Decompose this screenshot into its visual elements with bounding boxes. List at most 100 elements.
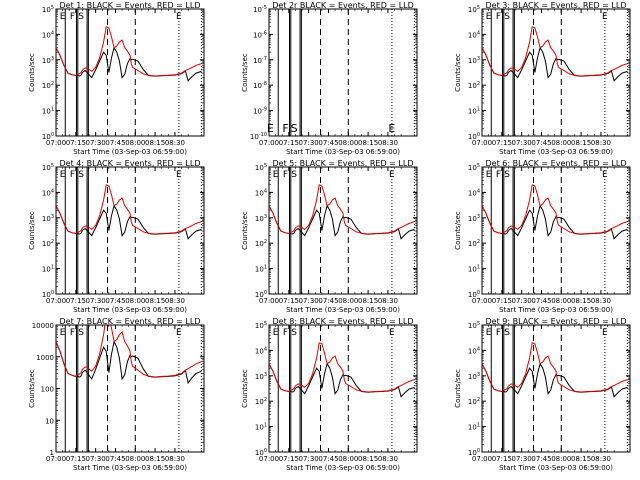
- x-tick-label: 07:15: [492, 455, 512, 463]
- y-tick-label: 105: [255, 321, 267, 330]
- region-marker: S: [504, 170, 510, 180]
- panel-det-8: Det 8: BLACK = Events, RED = LLD 100 101 10…: [241, 317, 418, 472]
- series-line-lld: [56, 325, 202, 378]
- x-tick-label: 07:30: [86, 297, 106, 305]
- region-marker: E: [388, 122, 395, 135]
- region-marker: E: [176, 12, 182, 22]
- x-tick-label: 07:00: [472, 297, 492, 305]
- x-tick-label: 07:15: [492, 297, 512, 305]
- x-tick-label: 07:45: [318, 455, 338, 463]
- y-tick-label: 104: [468, 30, 480, 39]
- plot-frame: [55, 8, 205, 137]
- series-line-lld: [56, 26, 202, 77]
- x-axis-label: Start Time (03-Sep-03 06:59:00): [73, 464, 187, 472]
- x-tick-label: 07:45: [531, 455, 551, 463]
- x-tick-label: 08:00: [125, 139, 145, 147]
- panel-det-4: Det 4: BLACK = Events, RED = LLD 100 101 10…: [28, 159, 205, 314]
- x-tick-label: 07:45: [105, 455, 125, 463]
- y-tick-label: 10-10: [250, 132, 267, 141]
- x-tick-label: 07:00: [472, 139, 492, 147]
- y-tick-label: 102: [468, 397, 480, 406]
- y-tick-label: 101: [255, 423, 267, 432]
- x-tick-label: 07:30: [299, 297, 319, 305]
- x-tick-label: 07:30: [86, 455, 106, 463]
- y-axis-label: Counts/sec: [241, 211, 249, 250]
- region-marker: E: [176, 170, 182, 180]
- region-marker: E: [267, 122, 274, 135]
- x-tick-label: 07:45: [318, 297, 338, 305]
- region-marker: F: [282, 122, 288, 135]
- region-marker: S: [504, 328, 510, 338]
- y-tick-label: 100: [42, 290, 54, 299]
- x-tick-label: 07:15: [66, 455, 86, 463]
- x-tick-label: 08:00: [338, 297, 358, 305]
- panel-title: Det 7: BLACK = Events, RED = LLD: [60, 317, 201, 326]
- y-axis-label: Counts/sec: [454, 211, 462, 250]
- x-axis-label: Start Time (03-Sep-03 06:59:00): [73, 306, 187, 314]
- x-tick-label: 08:30: [378, 139, 398, 147]
- y-tick-label: 105: [255, 163, 267, 172]
- x-axis-label: Start Time (03-Sep-03 06:59:00): [499, 464, 613, 472]
- x-tick-label: 07:45: [105, 139, 125, 147]
- x-tick-label: 07:45: [531, 297, 551, 305]
- x-tick-label: 07:30: [299, 139, 319, 147]
- region-marker: S: [78, 328, 84, 338]
- y-tick-label: 100: [468, 448, 480, 457]
- y-tick-label: 101: [468, 265, 480, 274]
- region-marker: F: [283, 170, 288, 180]
- y-tick-label: 104: [468, 346, 480, 355]
- x-tick-label: 07:15: [279, 139, 299, 147]
- region-marker: F: [496, 170, 501, 180]
- region-marker: F: [283, 328, 288, 338]
- x-axis-label: Start Time (03-Sep-03 06:59:00): [286, 306, 400, 314]
- x-tick-label: 07:15: [279, 297, 299, 305]
- x-axis-label: Start Time (03-Sep-03 06:59:00): [286, 464, 400, 472]
- series-line-lld: [482, 26, 628, 77]
- x-tick-label: 08:30: [378, 455, 398, 463]
- region-marker: S: [291, 122, 298, 135]
- x-tick-label: 07:30: [299, 455, 319, 463]
- panel-det-1: Det 1: BLACK = Events, RED = LLD 100 101 10…: [28, 1, 205, 156]
- x-tick-label: 08:00: [125, 455, 145, 463]
- region-marker: S: [78, 12, 84, 22]
- series-line-lld: [56, 184, 202, 235]
- y-tick-label: 104: [42, 30, 54, 39]
- x-axis-label: Start Time (03-Sep-03 06:59:00): [286, 148, 400, 156]
- y-axis-label: Counts/sec: [454, 53, 462, 92]
- x-axis-label: Start Time (03-Sep-03 06:59:00): [499, 306, 613, 314]
- panel-det-5: Det 5: BLACK = Events, RED = LLD 100 101 10…: [241, 159, 418, 314]
- series-line-lld: [482, 342, 628, 393]
- y-tick-label: 10-5: [253, 5, 267, 14]
- region-marker: S: [291, 170, 297, 180]
- y-tick-label: 103: [42, 214, 54, 223]
- x-tick-label: 07:30: [512, 139, 532, 147]
- x-tick-label: 07:00: [259, 139, 279, 147]
- x-tick-label: 08:15: [358, 297, 378, 305]
- panel-det-7: Det 7: BLACK = Events, RED = LLD 1 10 100 10…: [28, 317, 205, 472]
- x-tick-label: 08:30: [378, 297, 398, 305]
- x-tick-label: 08:15: [571, 297, 591, 305]
- region-marker: F: [70, 170, 75, 180]
- plot-frame: [55, 166, 205, 295]
- region-marker: E: [486, 170, 492, 180]
- region-marker: E: [60, 170, 66, 180]
- series-line-lld: [269, 184, 415, 235]
- y-tick-label: 105: [468, 163, 480, 172]
- panel-title: Det 9: BLACK = Events, RED = LLD: [486, 317, 627, 326]
- region-marker: E: [486, 12, 492, 22]
- region-marker: S: [78, 170, 84, 180]
- x-tick-label: 07:15: [279, 455, 299, 463]
- x-tick-label: 07:15: [66, 297, 86, 305]
- y-axis-label: Counts/sec: [28, 211, 36, 250]
- y-axis-label: Counts/sec: [241, 369, 249, 408]
- y-tick-label: 100: [255, 290, 267, 299]
- y-tick-label: 1: [50, 449, 54, 457]
- y-tick-label: 103: [468, 56, 480, 65]
- x-tick-label: 08:15: [358, 455, 378, 463]
- y-tick-label: 10-7: [253, 56, 267, 65]
- region-marker: E: [602, 170, 608, 180]
- x-axis-label: Start Time (03-Sep-03 06:59:00): [73, 148, 187, 156]
- y-tick-label: 100: [255, 448, 267, 457]
- x-tick-label: 08:00: [125, 297, 145, 305]
- y-tick-label: 101: [255, 265, 267, 274]
